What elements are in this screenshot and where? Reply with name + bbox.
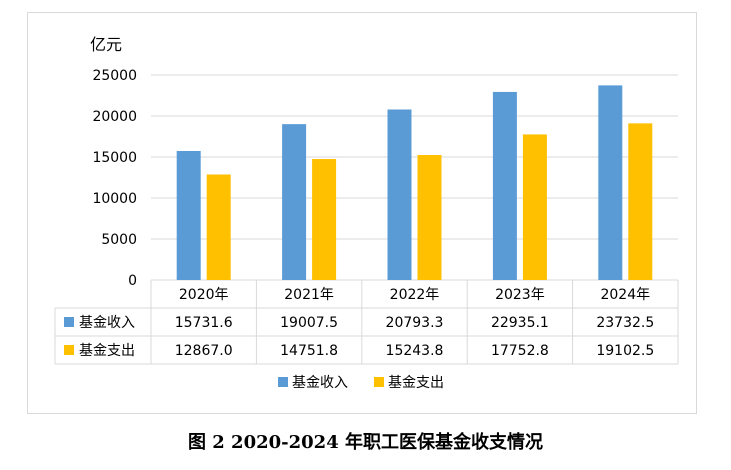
series-label: 基金收入 xyxy=(79,314,135,331)
legend: 基金收入 基金支出 xyxy=(278,374,444,391)
bar-income xyxy=(387,109,412,281)
y-tick-label: 10000 xyxy=(92,191,137,207)
y-tick-label: 15000 xyxy=(92,150,137,166)
bar-expense xyxy=(522,134,547,280)
legend-swatch xyxy=(374,377,384,387)
series-label: 基金支出 xyxy=(79,342,135,359)
y-tick-label: 0 xyxy=(128,273,137,289)
data-label: 17752.8 xyxy=(491,343,549,359)
y-tick-label: 20000 xyxy=(92,109,137,125)
data-label: 15731.6 xyxy=(175,315,233,331)
data-label: 19102.5 xyxy=(596,343,654,359)
bar-expense xyxy=(206,174,231,280)
data-label: 12867.0 xyxy=(175,343,233,359)
data-label: 19007.5 xyxy=(280,315,338,331)
data-label: 15243.8 xyxy=(386,343,444,359)
y-tick-label: 5000 xyxy=(101,232,137,248)
figure-caption: 图 2 2020-2024 年职工医保基金收支情况 xyxy=(188,432,543,453)
bar-income xyxy=(492,91,517,280)
data-label: 20793.3 xyxy=(386,315,444,331)
gridlines xyxy=(151,74,678,281)
category-label: 2022年 xyxy=(390,287,440,303)
legend-label: 基金收入 xyxy=(292,374,348,391)
series-swatch xyxy=(64,345,74,355)
y-axis-unit: 亿元 xyxy=(90,35,122,54)
y-tick-labels: 0 5000 10000 15000 20000 25000 xyxy=(92,68,137,289)
bar-income xyxy=(598,85,623,281)
y-tick-label: 25000 xyxy=(92,68,137,84)
bar-income xyxy=(176,151,201,280)
data-label: 23732.5 xyxy=(596,315,654,331)
bar-expense xyxy=(628,123,653,280)
bar-expense xyxy=(417,155,442,280)
category-label: 2024年 xyxy=(600,287,650,303)
category-label: 2021年 xyxy=(284,287,334,303)
bar-income xyxy=(282,124,307,281)
legend-label: 基金支出 xyxy=(388,374,444,391)
bars xyxy=(176,85,653,281)
data-label: 22935.1 xyxy=(491,315,549,331)
bar-expense xyxy=(312,159,337,280)
legend-swatch xyxy=(278,377,288,387)
data-label: 14751.8 xyxy=(280,343,338,359)
category-label: 2020年 xyxy=(179,287,229,303)
series-swatch xyxy=(64,317,74,327)
category-label: 2023年 xyxy=(495,287,545,303)
chart-frame: 亿元 0 5000 10000 15000 20000 25000 2020年 2021年 2… xyxy=(27,12,697,414)
